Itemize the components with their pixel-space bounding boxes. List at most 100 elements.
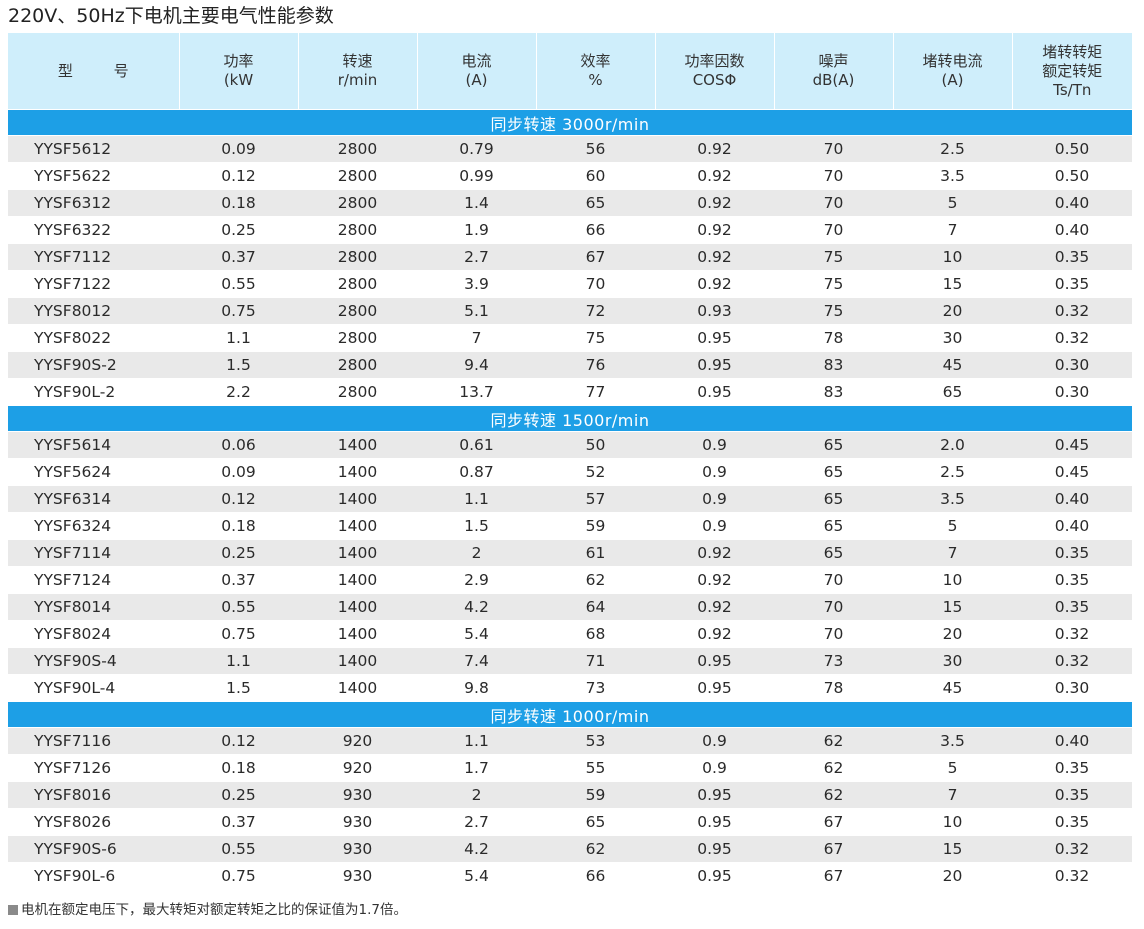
cell-speed: 1400 <box>298 593 417 621</box>
cell-current: 2 <box>417 539 536 567</box>
cell-power: 0.55 <box>179 835 298 863</box>
cell-current: 4.2 <box>417 835 536 863</box>
cell-power: 0.25 <box>179 781 298 809</box>
cell-locked-current: 5 <box>893 189 1012 217</box>
table-row: YYSF5612 0.09 2800 0.79 56 0.92 70 2.5 0.50 <box>8 135 1132 163</box>
table-row: YYSF7116 0.12 920 1.1 53 0.9 62 3.5 0.40 <box>8 727 1132 755</box>
table-row: YYSF8026 0.37 930 2.7 65 0.95 67 10 0.35 <box>8 808 1132 836</box>
cell-locked-current: 30 <box>893 647 1012 675</box>
cell-locked-current: 5 <box>893 512 1012 540</box>
cell-efficiency: 66 <box>536 862 655 890</box>
cell-model: YYSF6312 <box>8 189 179 217</box>
cell-current: 0.99 <box>417 162 536 190</box>
cell-speed: 2800 <box>298 162 417 190</box>
cell-locked-current: 30 <box>893 324 1012 352</box>
table-row: YYSF7126 0.18 920 1.7 55 0.9 62 5 0.35 <box>8 754 1132 782</box>
header-power-factor-unit: COSΦ <box>692 71 737 89</box>
square-bullet-icon <box>8 905 18 915</box>
table-row: YYSF8016 0.25 930 2 59 0.95 62 7 0.35 <box>8 781 1132 809</box>
cell-noise: 65 <box>774 539 893 567</box>
cell-speed: 1400 <box>298 431 417 459</box>
cell-model: YYSF7124 <box>8 566 179 594</box>
cell-power-factor: 0.92 <box>655 593 774 621</box>
cell-current: 3.9 <box>417 270 536 298</box>
cell-speed: 920 <box>298 754 417 782</box>
header-locked-current: 堵转电流 (A) <box>892 33 1012 110</box>
section-label: 同步转速 1500r/min <box>8 405 1132 432</box>
cell-efficiency: 53 <box>536 727 655 755</box>
cell-model: YYSF8024 <box>8 620 179 648</box>
cell-power-factor: 0.95 <box>655 674 774 702</box>
cell-current: 4.2 <box>417 593 536 621</box>
cell-model: YYSF90L-2 <box>8 378 179 406</box>
cell-torque-ratio: 0.40 <box>1012 727 1132 755</box>
section-header-row: 同步转速 1000r/min <box>8 701 1132 728</box>
table-row: YYSF6322 0.25 2800 1.9 66 0.92 70 7 0.40 <box>8 216 1132 244</box>
cell-power-factor: 0.92 <box>655 270 774 298</box>
cell-efficiency: 50 <box>536 431 655 459</box>
table-row: YYSF8022 1.1 2800 7 75 0.95 78 30 0.32 <box>8 324 1132 352</box>
cell-locked-current: 20 <box>893 620 1012 648</box>
cell-torque-ratio: 0.35 <box>1012 754 1132 782</box>
cell-power: 0.75 <box>179 862 298 890</box>
cell-locked-current: 45 <box>893 674 1012 702</box>
cell-torque-ratio: 0.40 <box>1012 189 1132 217</box>
cell-torque-ratio: 0.30 <box>1012 674 1132 702</box>
section-header-row: 同步转速 3000r/min <box>8 109 1132 136</box>
cell-noise: 78 <box>774 674 893 702</box>
cell-speed: 1400 <box>298 674 417 702</box>
cell-model: YYSF8016 <box>8 781 179 809</box>
cell-power: 0.12 <box>179 485 298 513</box>
cell-efficiency: 71 <box>536 647 655 675</box>
cell-speed: 2800 <box>298 189 417 217</box>
cell-power-factor: 0.92 <box>655 539 774 567</box>
cell-model: YYSF5614 <box>8 431 179 459</box>
cell-locked-current: 7 <box>893 216 1012 244</box>
table-row: YYSF90L-4 1.5 1400 9.8 73 0.95 78 45 0.30 <box>8 674 1132 702</box>
cell-efficiency: 60 <box>536 162 655 190</box>
cell-speed: 1400 <box>298 620 417 648</box>
cell-locked-current: 7 <box>893 539 1012 567</box>
cell-efficiency: 62 <box>536 835 655 863</box>
cell-speed: 2800 <box>298 378 417 406</box>
cell-model: YYSF5624 <box>8 458 179 486</box>
cell-power: 0.06 <box>179 431 298 459</box>
header-current: 电流 (A) <box>416 33 536 110</box>
cell-current: 2.7 <box>417 243 536 271</box>
cell-speed: 930 <box>298 862 417 890</box>
cell-noise: 65 <box>774 512 893 540</box>
cell-current: 1.4 <box>417 189 536 217</box>
cell-model: YYSF7112 <box>8 243 179 271</box>
cell-torque-ratio: 0.32 <box>1012 620 1132 648</box>
cell-efficiency: 64 <box>536 593 655 621</box>
cell-torque-ratio: 0.30 <box>1012 378 1132 406</box>
cell-speed: 1400 <box>298 566 417 594</box>
cell-model: YYSF7126 <box>8 754 179 782</box>
cell-locked-current: 7 <box>893 781 1012 809</box>
cell-speed: 2800 <box>298 135 417 163</box>
footnote-text: 电机在额定电压下，最大转矩对额定转矩之比的保证值为1.7倍。 <box>21 902 407 918</box>
cell-locked-current: 3.5 <box>893 727 1012 755</box>
cell-torque-ratio: 0.35 <box>1012 539 1132 567</box>
header-power-factor-label: 功率因数 <box>684 52 745 70</box>
table-row: YYSF90S-2 1.5 2800 9.4 76 0.95 83 45 0.30 <box>8 351 1132 379</box>
cell-power-factor: 0.93 <box>655 297 774 325</box>
table-row: YYSF8012 0.75 2800 5.1 72 0.93 75 20 0.32 <box>8 297 1132 325</box>
cell-current: 0.79 <box>417 135 536 163</box>
cell-locked-current: 5 <box>893 754 1012 782</box>
cell-current: 2.7 <box>417 808 536 836</box>
cell-speed: 930 <box>298 808 417 836</box>
cell-torque-ratio: 0.35 <box>1012 243 1132 271</box>
cell-power-factor: 0.92 <box>655 566 774 594</box>
cell-power: 0.25 <box>179 539 298 567</box>
header-current-label: 电流 <box>461 52 492 70</box>
cell-noise: 73 <box>774 647 893 675</box>
section-label: 同步转速 1000r/min <box>8 701 1132 728</box>
cell-current: 7 <box>417 324 536 352</box>
cell-speed: 2800 <box>298 324 417 352</box>
cell-torque-ratio: 0.40 <box>1012 485 1132 513</box>
cell-speed: 1400 <box>298 512 417 540</box>
cell-locked-current: 20 <box>893 862 1012 890</box>
table-row: YYSF8024 0.75 1400 5.4 68 0.92 70 20 0.32 <box>8 620 1132 648</box>
page-title: 220V、50Hz下电机主要电气性能参数 <box>8 5 334 27</box>
